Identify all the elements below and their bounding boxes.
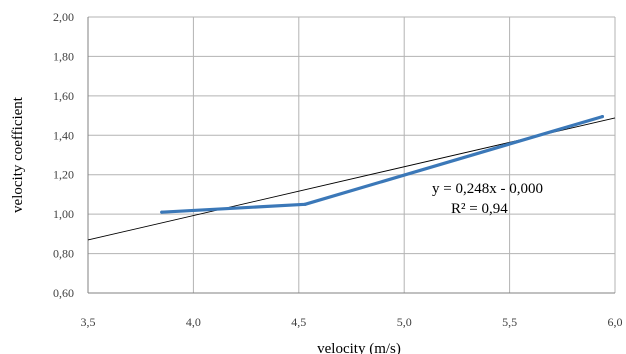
- x-tick-label-5: 6,0: [608, 315, 623, 329]
- gridlines: [87, 16, 616, 294]
- data-point-2: [600, 114, 604, 119]
- y-tick-label-2: 1,00: [53, 207, 74, 221]
- x-tick-label-0: 3,5: [81, 315, 96, 329]
- data-point-0: [160, 210, 164, 214]
- y-tick-label-7: 2,00: [53, 10, 74, 24]
- x-tick-labels: 3,5 4,0 4,5 5,0 5,5 6,0: [81, 315, 623, 329]
- x-tick-label-4: 5,5: [502, 315, 517, 329]
- x-tick-label-1: 4,0: [186, 315, 201, 329]
- y-tick-label-5: 1,60: [53, 89, 74, 103]
- data-point-1: [303, 202, 307, 206]
- trendline-equation: y = 0,248x - 0,000: [432, 181, 543, 197]
- axes: [87, 17, 615, 294]
- y-tick-labels: 0,60 0,80 1,00 1,20 1,40 1,60 1,80 2,00: [53, 10, 74, 300]
- x-tick-label-3: 5,0: [397, 315, 412, 329]
- y-tick-label-4: 1,40: [53, 128, 74, 142]
- y-tick-label-0: 0,60: [53, 286, 74, 300]
- y-tick-label-3: 1,20: [53, 168, 74, 182]
- series-group: [160, 114, 605, 214]
- y-axis-title: velocity coefficient: [10, 96, 26, 213]
- y-tick-label-1: 0,80: [53, 247, 74, 261]
- y-tick-label-6: 1,80: [53, 49, 74, 63]
- x-axis-title: velocity (m/s): [317, 341, 401, 354]
- x-tick-label-2: 4,5: [291, 315, 306, 329]
- series-line-0: [160, 114, 605, 214]
- r-squared-label: R² = 0,94: [451, 201, 508, 217]
